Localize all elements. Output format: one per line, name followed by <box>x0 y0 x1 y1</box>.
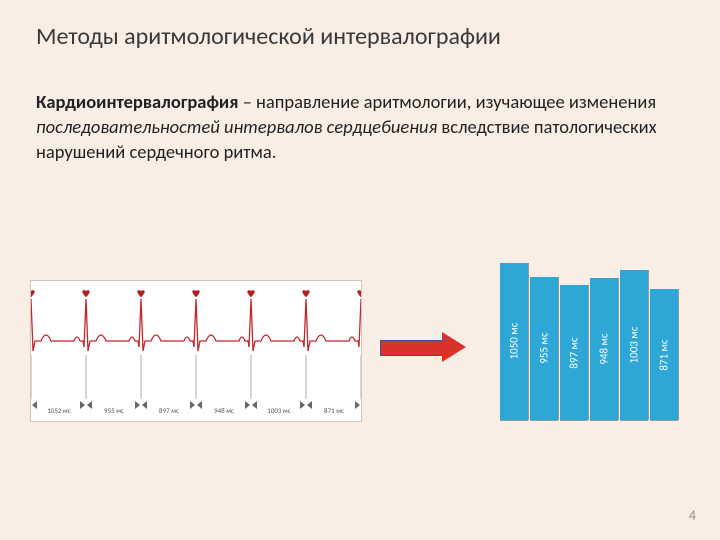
ecg-interval-label: 1003 мс <box>251 406 306 415</box>
definition-text-1: – направление аритмологии, изучающее изм… <box>238 90 656 113</box>
bar-label: 948 мс <box>598 333 611 364</box>
bar: 955 мс <box>530 277 558 420</box>
bar: 948 мс <box>590 278 618 420</box>
definition-italic: последовательностей интервалов сердцебие… <box>36 115 437 138</box>
definition-term: Кардиоинтервалография <box>36 90 238 113</box>
ecg-interval-label: 897 мс <box>141 406 196 415</box>
bar: 897 мс <box>560 285 588 420</box>
interval-bar-chart: 1050 мс 955 мс 897 мс 948 мс 1003 мс 871 мс <box>500 255 690 420</box>
page-title: Методы аритмологической интервалографии <box>36 22 501 51</box>
bar-label: 1003 мс <box>628 326 641 363</box>
arrow-head <box>442 332 466 362</box>
ecg-interval-label: 955 мс <box>86 406 141 415</box>
bar-label: 955 мс <box>538 333 551 364</box>
arrow-icon <box>380 335 470 359</box>
bar: 1003 мс <box>620 270 648 420</box>
ecg-interval-labels: 1052 мс955 мс897 мс948 мс1003 мс871 мс <box>31 406 361 415</box>
page-number: 4 <box>689 507 696 524</box>
bar: 871 мс <box>650 289 678 420</box>
definition-paragraph: Кардиоинтервалография – направление арит… <box>36 90 672 165</box>
bar-label: 1050 мс <box>508 323 521 360</box>
bar-label: 871 мс <box>658 339 671 370</box>
ecg-interval-label: 948 мс <box>196 406 251 415</box>
bar-label: 897 мс <box>568 337 581 368</box>
ecg-interval-label: 871 мс <box>306 406 361 415</box>
arrow-shaft <box>380 340 444 356</box>
ecg-interval-label: 1052 мс <box>31 406 86 415</box>
ecg-diagram: 1052 мс955 мс897 мс948 мс1003 мс871 мс <box>30 280 362 422</box>
bar: 1050 мс <box>500 263 528 421</box>
ecg-waveform <box>31 281 361 421</box>
